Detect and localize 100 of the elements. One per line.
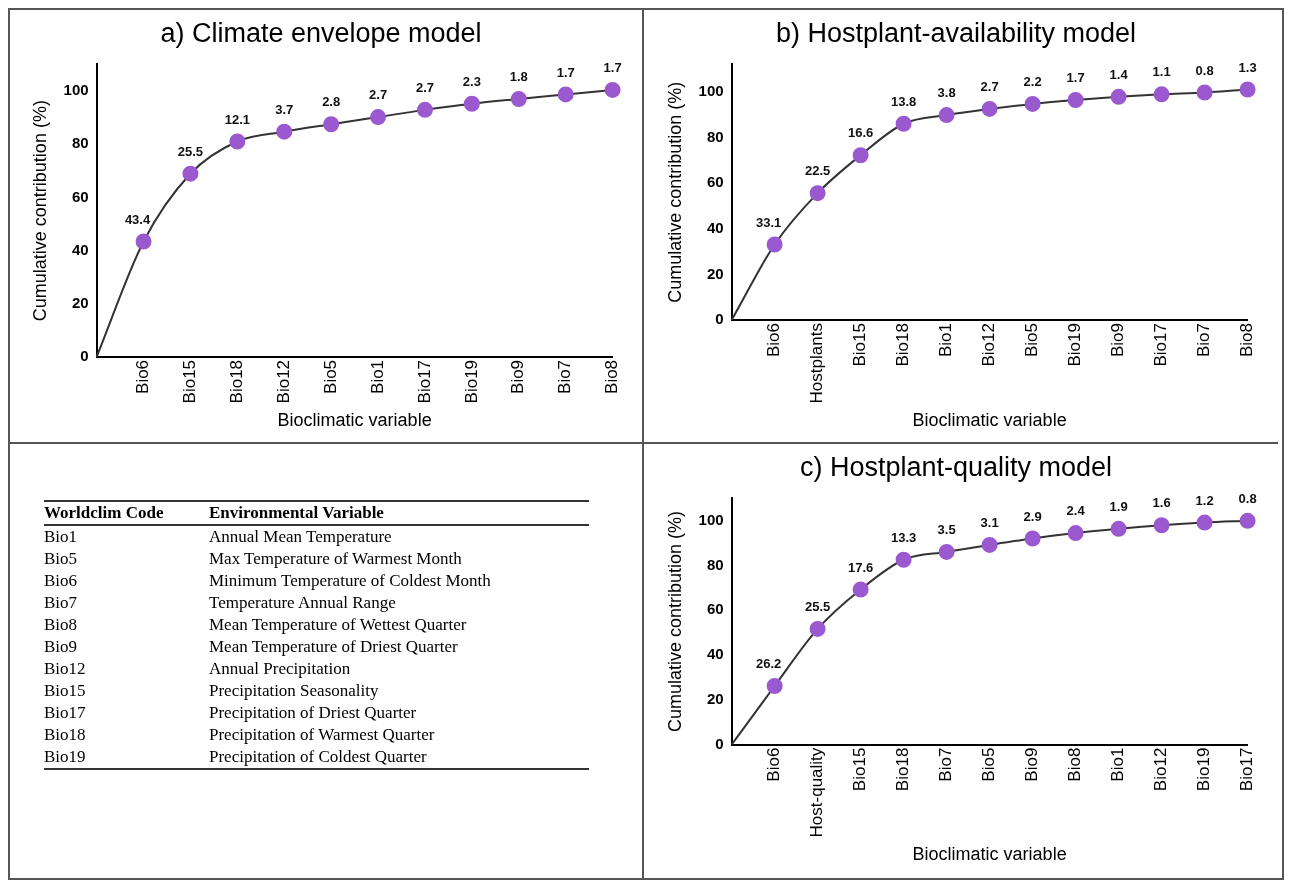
text: Bio12 xyxy=(44,658,87,680)
x-tick-label: Bio9 xyxy=(1108,323,1128,358)
y-tick-label: 0 xyxy=(715,310,724,328)
x-tick-label: Hostplants xyxy=(807,323,827,404)
y-tick-label: 60 xyxy=(706,600,724,618)
x-tick-label: Bio8 xyxy=(1237,323,1257,358)
annotation: 33.1 xyxy=(755,214,782,230)
y-tick-label: 20 xyxy=(706,690,724,708)
x-tick-label: Bio19 xyxy=(1194,747,1214,792)
annotation: 3.7 xyxy=(275,101,294,117)
annotation: 1.6 xyxy=(1152,495,1171,511)
y-tick-label: 100 xyxy=(698,510,724,528)
text: Max Temperature of Warmest Month xyxy=(209,548,463,570)
annotation: 22.5 xyxy=(804,163,831,179)
y-tick-label: 40 xyxy=(706,218,724,236)
x-tick-label: Bio8 xyxy=(1065,747,1085,782)
y-tick-label: 100 xyxy=(63,81,89,99)
chart-title: c) Hostplant-quality model xyxy=(799,451,1113,482)
x-tick-label: Bio1 xyxy=(367,359,387,394)
annotation: 25.5 xyxy=(804,598,831,614)
x-tick-label: Bio6 xyxy=(764,323,784,358)
y-tick-label: 0 xyxy=(80,347,89,365)
x-tick-label: Bio12 xyxy=(979,323,999,367)
text: Annual Mean Temperature xyxy=(209,526,393,548)
x-tick-label: Host-quality xyxy=(807,747,827,838)
x-tick-label: Bio6 xyxy=(764,747,784,782)
annotation: 17.6 xyxy=(847,559,874,575)
annotation: 43.4 xyxy=(124,211,151,227)
text: Bio5 xyxy=(44,548,79,570)
x-tick-label: Bio19 xyxy=(1065,323,1085,367)
x-tick-label: Bio8 xyxy=(602,359,622,394)
y-tick-label: 100 xyxy=(698,81,724,99)
annotation: 3.8 xyxy=(937,85,956,101)
x-tick-label: Bio6 xyxy=(133,359,153,394)
text: Precipitation of Driest Quarter xyxy=(209,702,418,724)
text: Bio8 xyxy=(44,614,79,636)
chart-title: a) Climate envelope model xyxy=(160,17,482,48)
text: Mean Temperature of Driest Quarter xyxy=(209,636,459,658)
x-tick-label: Bio1 xyxy=(936,323,956,358)
annotation: 2.7 xyxy=(980,78,999,94)
text: Annual Precipitation xyxy=(209,658,352,680)
annotation: 1.9 xyxy=(1109,498,1128,514)
annotation: 1.7 xyxy=(1066,70,1085,86)
text: Precipitation Seasonality xyxy=(209,680,380,702)
annotation: 1.8 xyxy=(509,69,528,85)
annotation: 2.8 xyxy=(322,94,341,110)
annotation: 12.1 xyxy=(224,111,250,127)
x-tick-label: Bio15 xyxy=(180,359,200,404)
x-tick-label: Bio12 xyxy=(1151,747,1171,792)
text: Mean Temperature of Wettest Quarter xyxy=(209,614,468,636)
x-tick-label: Bio19 xyxy=(461,359,481,404)
annotation: 2.7 xyxy=(369,87,388,103)
text: Worldclim Code xyxy=(44,502,165,524)
annotation: 1.7 xyxy=(603,60,622,76)
x-axis-title: Bioclimatic variable xyxy=(277,410,432,431)
annotation: 0.8 xyxy=(1238,490,1257,506)
annotation: 1.2 xyxy=(1195,492,1214,508)
text: Minimum Temperature of Coldest Month xyxy=(209,570,492,592)
x-tick-label: Bio17 xyxy=(414,359,434,404)
annotation: 1.3 xyxy=(1238,59,1257,75)
x-tick-label: Bio18 xyxy=(893,747,913,792)
y-tick-label: 60 xyxy=(71,187,89,205)
annotation: 2.9 xyxy=(1023,508,1042,524)
x-tick-label: Bio5 xyxy=(979,747,999,782)
x-tick-label: Bio7 xyxy=(555,359,575,394)
chart-title: b) Hostplant-availability model xyxy=(775,17,1137,48)
text: Bio1 xyxy=(44,526,79,548)
x-tick-label: Bio17 xyxy=(1151,323,1171,367)
annotation: 0.8 xyxy=(1195,62,1214,78)
annotation: 13.3 xyxy=(890,529,917,545)
x-tick-label: Bio1 xyxy=(1108,747,1128,782)
annotation: 2.4 xyxy=(1066,503,1086,519)
x-tick-label: Bio5 xyxy=(320,359,340,394)
y-tick-label: 80 xyxy=(706,127,724,145)
y-axis-title: Cumulative contribution (%) xyxy=(664,81,685,303)
text: Precipitation of Warmest Quarter xyxy=(209,724,436,746)
x-tick-label: Bio9 xyxy=(1022,747,1042,782)
x-tick-label: Bio15 xyxy=(850,323,870,367)
annotation: 16.6 xyxy=(847,125,874,141)
text: Bio15 xyxy=(44,680,87,702)
text: Bio9 xyxy=(44,636,79,658)
x-axis-title: Bioclimatic variable xyxy=(912,844,1067,865)
text: Environmental Variable xyxy=(209,502,385,524)
annotation: 1.4 xyxy=(1109,66,1129,82)
annotation: 2.7 xyxy=(415,79,435,95)
x-tick-label: Bio15 xyxy=(850,747,870,792)
text: Temperature Annual Range xyxy=(209,592,397,614)
annotation: 13.8 xyxy=(890,93,917,109)
y-tick-label: 20 xyxy=(71,293,89,311)
x-tick-label: Bio18 xyxy=(227,359,247,404)
x-tick-label: Bio17 xyxy=(1237,747,1257,792)
x-tick-label: Bio18 xyxy=(893,323,913,367)
y-tick-label: 80 xyxy=(706,555,724,573)
x-tick-label: Bio5 xyxy=(1022,323,1042,358)
y-axis-title: Cumulative contribution (%) xyxy=(664,510,685,733)
y-tick-label: 80 xyxy=(71,134,89,152)
y-tick-label: 0 xyxy=(715,734,724,752)
text: Bio6 xyxy=(44,570,79,592)
text: Bio18 xyxy=(44,724,87,746)
x-tick-label: Bio7 xyxy=(936,747,956,782)
